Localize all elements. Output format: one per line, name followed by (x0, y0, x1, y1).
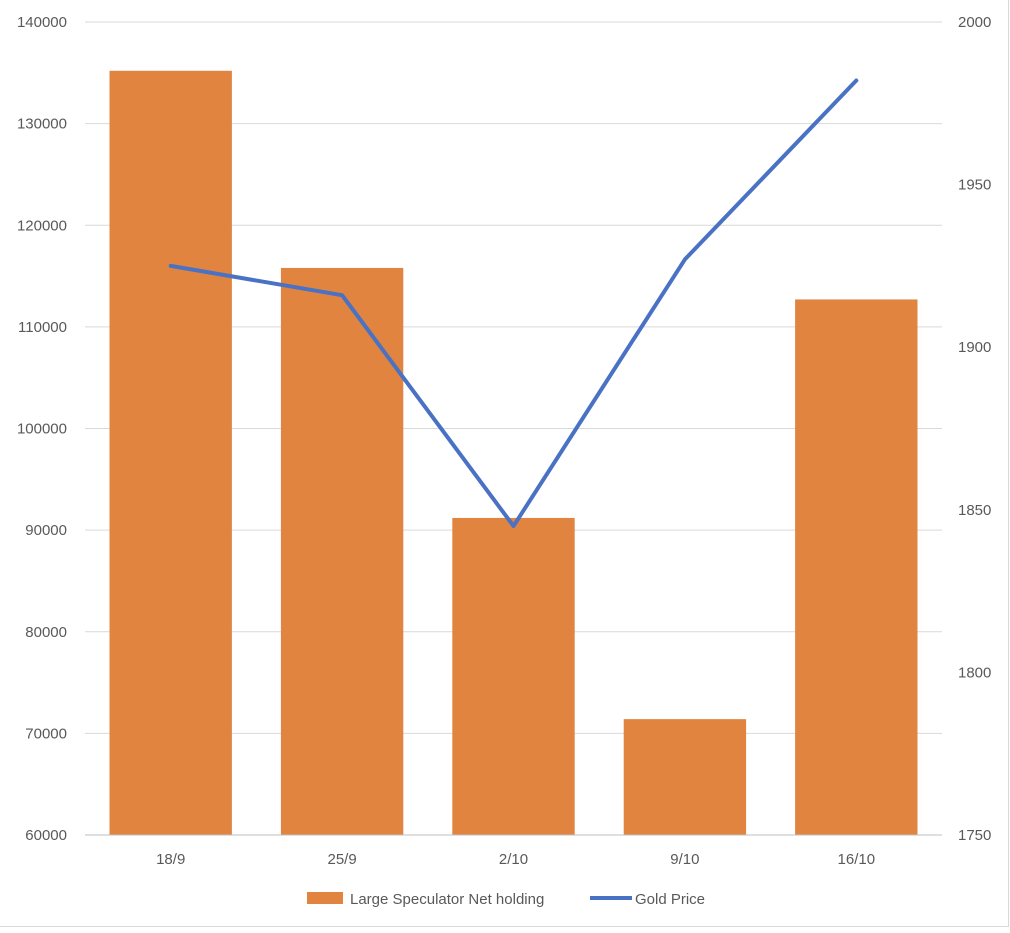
right-axis-tick-label: 1950 (958, 177, 991, 194)
left-axis-tick-label: 110000 (18, 319, 67, 336)
x-axis-tick-label: 25/9 (327, 851, 356, 868)
bar (795, 299, 918, 835)
x-axis-tick-label: 9/10 (670, 851, 699, 868)
line-point (513, 525, 514, 527)
right-axis-tick-label: 2000 (958, 14, 991, 31)
x-axis-tick-label: 18/9 (156, 851, 185, 868)
line-point (855, 80, 857, 82)
bar-series (109, 70, 918, 835)
right-axis-tick-label: 1850 (958, 502, 991, 519)
left-axis-tick-label: 80000 (25, 624, 67, 641)
x-axis-tick-label: 2/10 (499, 851, 528, 868)
left-axis-tick-label: 90000 (25, 522, 67, 539)
left-axis: 60000 70000 80000 90000 100000 110000 120000 13… (17, 14, 67, 844)
line-point (170, 265, 172, 267)
line-point (684, 258, 686, 260)
bar (280, 267, 404, 835)
legend-line-label: Gold Price (635, 891, 705, 908)
line-series (168, 78, 859, 529)
legend-bar-swatch (307, 892, 343, 904)
line-point (341, 294, 343, 296)
right-axis-tick-label: 1900 (958, 339, 991, 356)
left-axis-tick-label: 100000 (17, 421, 67, 438)
right-axis: 1750 1800 1850 1900 1950 2000 (958, 14, 991, 844)
left-axis-tick-label: 70000 (25, 725, 67, 742)
x-axis-tick-label: 16/10 (838, 851, 876, 868)
left-axis-tick-label: 130000 (17, 116, 67, 133)
legend-bar-label: Large Speculator Net holding (350, 891, 544, 908)
legend[interactable]: Large Speculator Net holding Gold Price (307, 891, 705, 908)
left-axis-tick-label: 60000 (25, 827, 67, 844)
x-axis: 18/9 25/9 2/10 9/10 16/10 (85, 834, 942, 868)
left-axis-tick-label: 120000 (17, 217, 67, 234)
gold-price-line (168, 78, 859, 529)
right-axis-tick-label: 1800 (958, 664, 991, 681)
right-axis-tick-label: 1750 (958, 827, 991, 844)
left-axis-tick-label: 140000 (17, 14, 67, 31)
bar (623, 719, 747, 835)
bar (452, 517, 575, 835)
bar (109, 70, 232, 835)
